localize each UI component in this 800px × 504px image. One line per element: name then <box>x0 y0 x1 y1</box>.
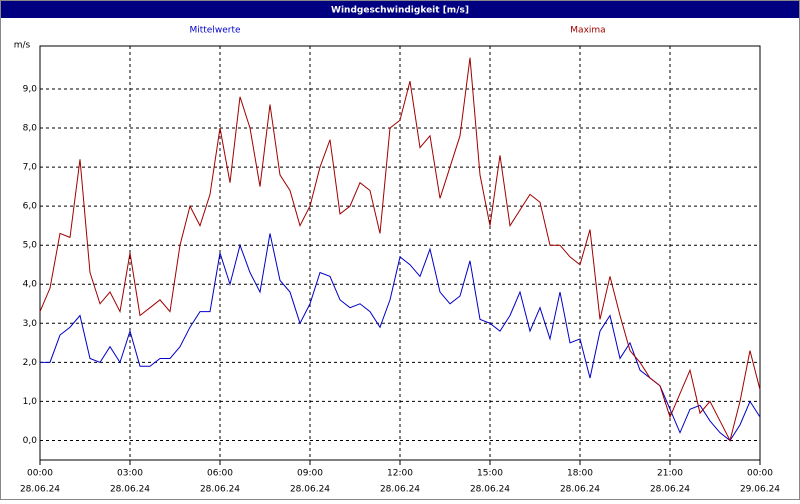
y-tick-label: 6,0 <box>23 202 38 212</box>
data-line <box>39 57 761 442</box>
y-tick-label: 8,0 <box>23 124 38 134</box>
data-line <box>40 233 761 442</box>
y-tick-label: 5,0 <box>23 241 38 251</box>
x-tick-date: 28.06.24 <box>560 485 600 495</box>
y-axis-label: m/s <box>14 41 31 51</box>
y-tick-label: 9,0 <box>23 84 38 94</box>
x-tick-date: 28.06.24 <box>470 485 510 495</box>
y-tick-label: 3,0 <box>23 319 38 329</box>
chart-title: Windgeschwindigkeit [m/s] <box>331 6 469 16</box>
x-tick-label: 21:00 <box>657 469 683 479</box>
title-bar <box>1 1 799 18</box>
x-tick-label: 00:00 <box>747 469 773 479</box>
x-tick-label: 09:00 <box>297 469 323 479</box>
x-tick-label: 15:00 <box>477 469 503 479</box>
x-tick-date: 28.06.24 <box>650 485 690 495</box>
y-tick-label: 0,0 <box>23 436 38 446</box>
x-tick-date: 29.06.24 <box>740 485 780 495</box>
x-tick-date: 28.06.24 <box>200 485 240 495</box>
x-tick-label: 00:00 <box>27 469 53 479</box>
x-tick-date: 28.06.24 <box>290 485 330 495</box>
x-tick-date: 28.06.24 <box>110 485 150 495</box>
y-tick-label: 2,0 <box>23 358 38 368</box>
x-tick-label: 06:00 <box>207 469 233 479</box>
y-tick-label: 1,0 <box>23 397 38 407</box>
x-tick-label: 12:00 <box>387 469 413 479</box>
x-tick-date: 28.06.24 <box>380 485 420 495</box>
y-tick-label: 4,0 <box>23 280 38 290</box>
legend-entry: Maxima <box>570 26 605 36</box>
legend-entry: Mittelwerte <box>189 26 240 36</box>
x-tick-date: 28.06.24 <box>20 485 60 495</box>
y-tick-label: 7,0 <box>23 163 38 173</box>
x-tick-label: 03:00 <box>117 469 143 479</box>
x-tick-label: 18:00 <box>567 469 593 479</box>
